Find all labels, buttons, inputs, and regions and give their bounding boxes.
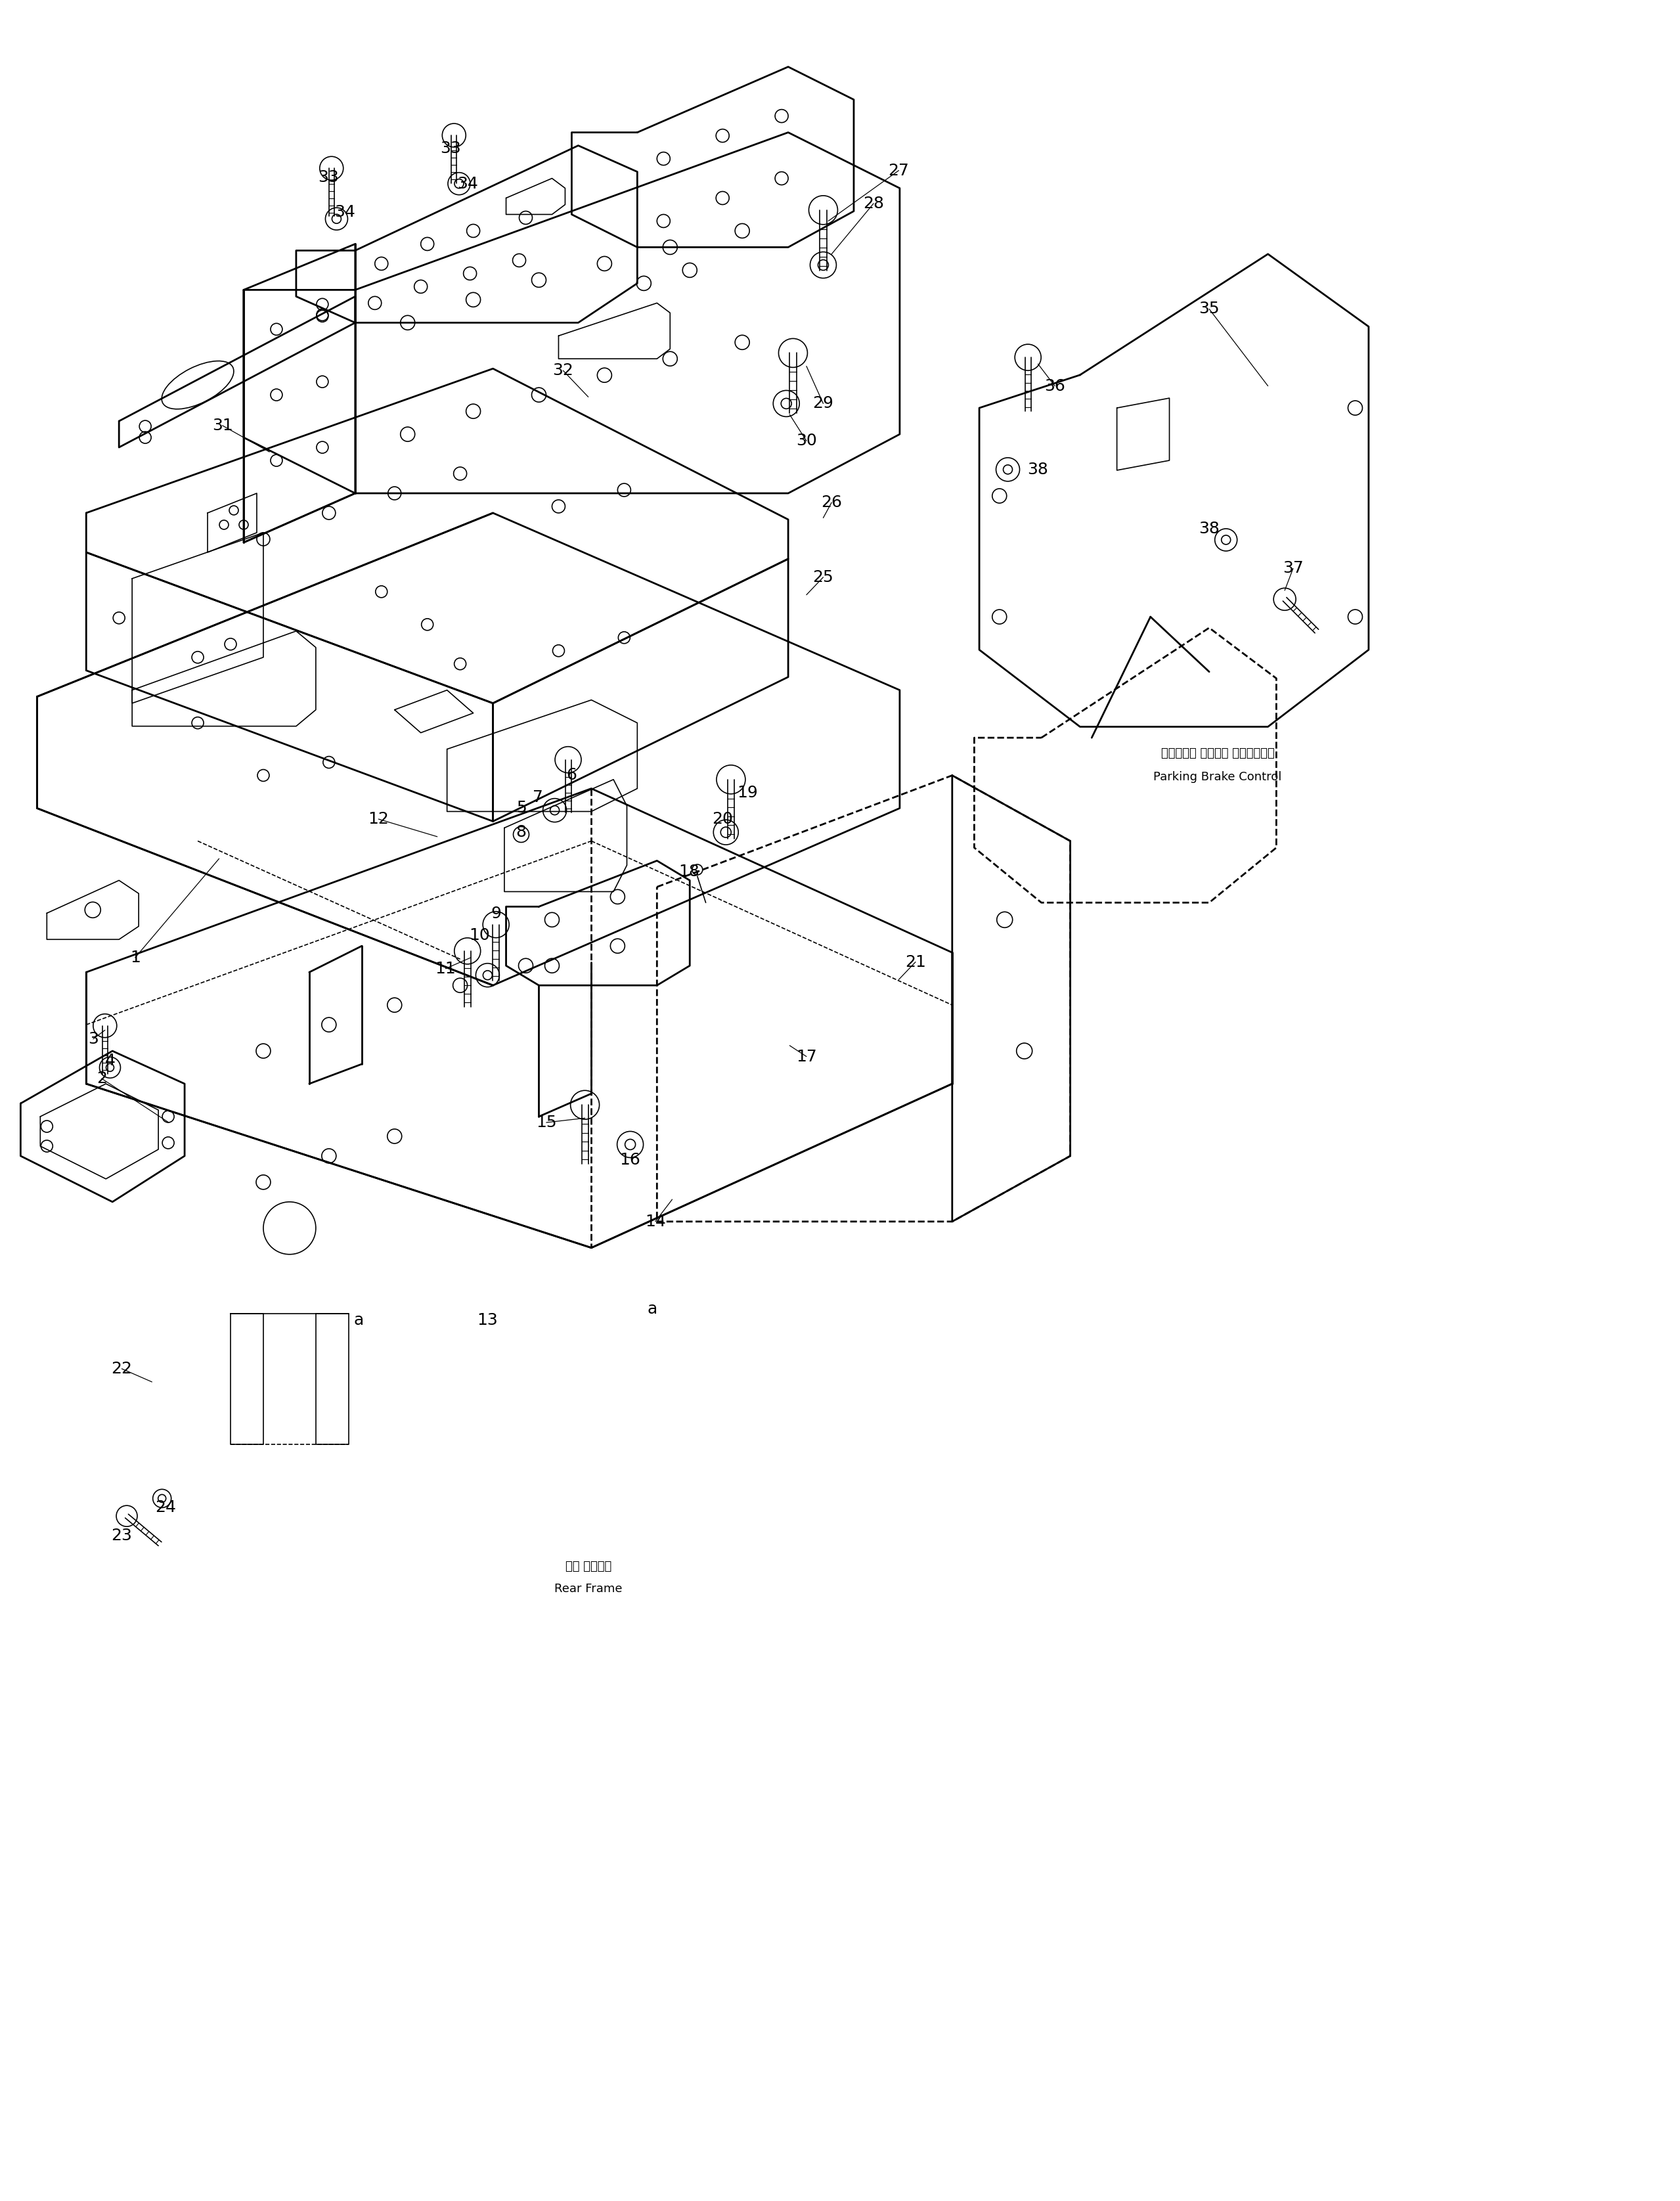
Circle shape: [99, 1056, 121, 1078]
Text: 38: 38: [1200, 522, 1220, 537]
Circle shape: [475, 964, 499, 986]
Text: 21: 21: [906, 953, 926, 971]
Text: 37: 37: [1284, 561, 1304, 577]
Text: 3: 3: [87, 1030, 99, 1048]
Text: 38: 38: [1028, 462, 1048, 478]
Circle shape: [454, 938, 480, 964]
Text: 34: 34: [457, 176, 477, 191]
Text: 8: 8: [516, 825, 526, 841]
Text: 10: 10: [469, 929, 489, 944]
Text: 11: 11: [435, 960, 455, 977]
Circle shape: [571, 1089, 600, 1120]
Circle shape: [442, 123, 465, 147]
Circle shape: [996, 458, 1020, 482]
Text: 20: 20: [712, 812, 732, 828]
Text: 6: 6: [566, 768, 576, 784]
Circle shape: [554, 746, 581, 773]
Text: 13: 13: [477, 1312, 497, 1327]
Text: 31: 31: [212, 418, 234, 434]
Text: 4: 4: [104, 1052, 116, 1070]
Text: 7: 7: [533, 790, 543, 806]
Circle shape: [808, 196, 838, 225]
Text: 1: 1: [129, 949, 141, 966]
Text: 5: 5: [516, 801, 526, 817]
Text: 33: 33: [318, 169, 339, 185]
Circle shape: [543, 799, 566, 823]
Text: 16: 16: [620, 1151, 640, 1169]
Circle shape: [810, 251, 837, 277]
Circle shape: [716, 766, 746, 795]
Circle shape: [617, 1131, 643, 1158]
Text: 27: 27: [889, 163, 909, 178]
Text: 32: 32: [553, 363, 573, 379]
Text: 35: 35: [1200, 302, 1220, 317]
Text: a: a: [353, 1312, 363, 1327]
Text: 19: 19: [738, 786, 758, 801]
Text: 2: 2: [96, 1070, 108, 1087]
Text: 14: 14: [645, 1213, 665, 1230]
Text: 26: 26: [822, 495, 842, 511]
Circle shape: [778, 339, 808, 368]
Text: 30: 30: [796, 434, 816, 449]
Text: パーキング ブレーキ コントロール: パーキング ブレーキ コントロール: [1161, 746, 1275, 759]
Text: 36: 36: [1045, 379, 1065, 394]
Text: 9: 9: [491, 907, 501, 922]
Circle shape: [92, 1015, 118, 1037]
Text: 28: 28: [864, 196, 884, 211]
Text: 25: 25: [813, 570, 833, 585]
Circle shape: [1215, 528, 1236, 550]
Circle shape: [153, 1490, 171, 1508]
Text: 34: 34: [334, 205, 356, 220]
Circle shape: [116, 1505, 138, 1527]
Circle shape: [1273, 588, 1295, 610]
Text: 29: 29: [813, 396, 833, 412]
Text: Parking Brake Control: Parking Brake Control: [1154, 770, 1282, 784]
Text: 24: 24: [155, 1499, 176, 1514]
Text: Rear Frame: Rear Frame: [554, 1583, 622, 1594]
Circle shape: [326, 207, 348, 231]
Text: 17: 17: [796, 1048, 816, 1065]
Circle shape: [714, 819, 738, 845]
Circle shape: [482, 911, 509, 938]
Text: 22: 22: [111, 1360, 133, 1376]
Circle shape: [319, 156, 343, 180]
Text: 33: 33: [440, 141, 460, 156]
Text: 12: 12: [368, 812, 390, 828]
Text: リヤ フレーム: リヤ フレーム: [564, 1561, 612, 1572]
Text: a: a: [647, 1301, 657, 1316]
Text: 15: 15: [536, 1114, 556, 1131]
Circle shape: [773, 390, 800, 416]
Text: 23: 23: [111, 1527, 133, 1543]
Circle shape: [449, 172, 470, 196]
Circle shape: [1015, 343, 1042, 370]
Text: 18: 18: [679, 865, 699, 880]
